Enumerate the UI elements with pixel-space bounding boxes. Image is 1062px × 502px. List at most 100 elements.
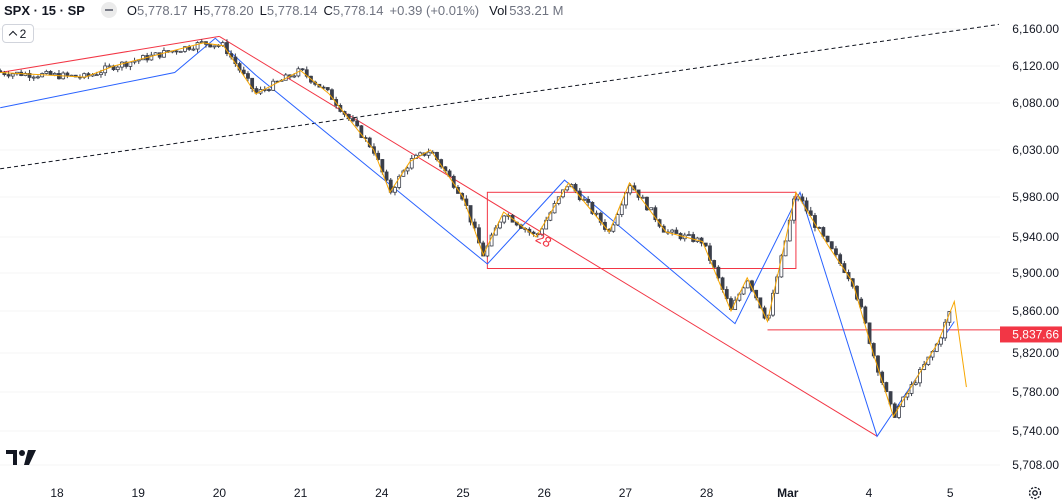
candle-body xyxy=(330,89,334,100)
candle-body xyxy=(208,43,213,48)
gear-icon[interactable] xyxy=(1027,485,1043,501)
trend-line xyxy=(0,35,220,73)
change-value: +0.39 (+0.01%) xyxy=(389,2,480,18)
candle-body xyxy=(267,89,271,91)
candle-body xyxy=(355,120,360,127)
candle-body xyxy=(825,235,830,243)
candle-body xyxy=(645,196,649,211)
time-tick-label: 24 xyxy=(375,486,389,500)
candle-body xyxy=(99,72,103,76)
candle-body xyxy=(888,391,893,405)
candle-body xyxy=(913,382,918,385)
price-tick-label: 5,820.00 xyxy=(1012,346,1059,360)
price-tick-label: 6,080.00 xyxy=(1012,96,1059,110)
candle-body xyxy=(397,175,402,188)
candle-body xyxy=(384,171,389,181)
candle-body xyxy=(44,70,49,74)
chart-grid xyxy=(0,28,1000,466)
time-tick-label: Mar xyxy=(777,486,799,500)
candle-body xyxy=(703,242,708,247)
price-axis[interactable]: 6,160.00 6,120.00 6,080.00 6,030.00 5,980.00… xyxy=(1012,22,1059,472)
candle-body xyxy=(107,65,112,68)
drawing-layer xyxy=(0,23,1016,438)
candle-body xyxy=(162,50,166,58)
minus-pill-icon[interactable] xyxy=(100,2,117,18)
time-tick-label: 4 xyxy=(866,486,873,500)
volume-value: 533.21 M xyxy=(509,2,564,18)
candle-body xyxy=(351,118,355,122)
candle-body xyxy=(405,167,410,172)
price-tick-label: 5,780.00 xyxy=(1012,385,1059,399)
candle-body xyxy=(619,204,624,215)
price-tick-label: 5,860.00 xyxy=(1012,304,1059,318)
candle-body xyxy=(867,322,872,344)
candle-body xyxy=(615,214,620,226)
candle-body xyxy=(0,70,3,73)
candle-body xyxy=(124,61,129,67)
candle-body xyxy=(800,196,805,202)
candle-body xyxy=(48,70,53,76)
candle-body xyxy=(447,170,452,177)
tradingview-logo-icon[interactable] xyxy=(6,449,38,467)
candle-body xyxy=(6,74,11,77)
open-value: O5,778.17 xyxy=(126,2,188,18)
candle-body xyxy=(115,66,120,71)
close-value: C5,778.14 xyxy=(323,2,384,18)
price-tick-label: 5,740.00 xyxy=(1012,424,1059,438)
candle-body xyxy=(241,69,246,74)
last-price-marker: 5,837.66 xyxy=(1000,326,1062,343)
time-tick-label: 25 xyxy=(456,486,470,500)
symbol-label[interactable]: SPX · 15 · SP xyxy=(4,2,85,18)
candle-body xyxy=(741,287,746,295)
candle-body xyxy=(687,234,691,236)
candle-body xyxy=(640,196,645,199)
candle-body xyxy=(586,198,591,203)
candle-body xyxy=(300,68,305,71)
candle-body xyxy=(212,45,217,48)
candle-body xyxy=(325,87,330,91)
last-price-badge xyxy=(1000,326,1062,343)
trend-line xyxy=(219,35,878,437)
candle-body xyxy=(36,76,40,79)
candle-body xyxy=(674,229,679,234)
candle-body xyxy=(388,179,393,193)
candle-body xyxy=(624,192,628,206)
candle-body xyxy=(359,125,364,138)
zigzag-line xyxy=(0,37,955,438)
candle-body xyxy=(191,48,196,51)
candle-body xyxy=(183,46,187,52)
trend-line-dashed xyxy=(0,23,999,170)
annotation-label: 28 xyxy=(533,229,554,251)
price-tick-label: 5,980.00 xyxy=(1012,190,1059,204)
time-tick-label: 5 xyxy=(947,486,954,500)
candle-body xyxy=(649,207,654,211)
candle-body xyxy=(498,221,502,229)
candle-body xyxy=(393,187,397,193)
time-axis[interactable]: 18 19 20 21 24 25 26 27 28 Mar 4 5 xyxy=(50,486,954,500)
candle-body xyxy=(603,221,607,230)
legend-header: SPX · 15 · SP O5,778.17 H5,778.20 L5,778… xyxy=(0,0,1000,20)
volume-label: Vol xyxy=(489,2,508,18)
price-tick-label: 6,030.00 xyxy=(1012,143,1059,157)
candle-body xyxy=(426,151,431,156)
candle-body xyxy=(712,260,717,268)
time-tick-label: 27 xyxy=(619,486,633,500)
time-tick-label: 26 xyxy=(538,486,552,500)
candle-body xyxy=(561,189,565,198)
time-tick-label: 21 xyxy=(294,486,308,500)
candle-body xyxy=(292,75,297,78)
candle-body xyxy=(199,41,204,44)
candle-body xyxy=(808,210,813,216)
price-tick-label: 5,900.00 xyxy=(1012,266,1059,280)
candle-body xyxy=(918,369,922,384)
indicators-toggle-button[interactable]: 2 xyxy=(2,24,34,43)
candle-body xyxy=(884,382,889,393)
candle-body xyxy=(829,241,834,250)
candle-body xyxy=(653,207,658,221)
price-tick-label: 6,120.00 xyxy=(1012,59,1059,73)
chevron-up-icon xyxy=(8,30,17,40)
candle-body xyxy=(10,73,15,77)
candle-body xyxy=(31,76,36,79)
time-tick-label: 19 xyxy=(132,486,146,500)
